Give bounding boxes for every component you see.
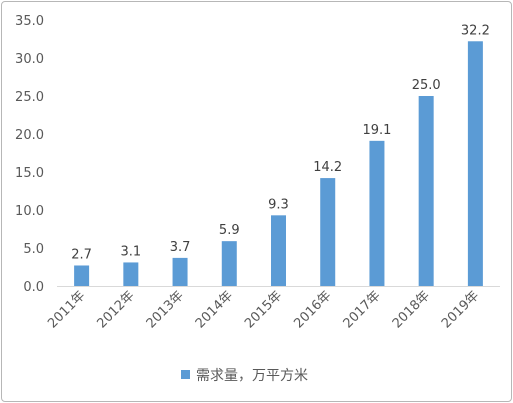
bar	[467, 41, 483, 286]
x-tick-label: 2011年	[45, 288, 88, 331]
y-tick-label: 15.0	[15, 166, 44, 181]
bar	[123, 262, 139, 286]
y-tick-label: 35.0	[15, 14, 44, 29]
bar	[172, 257, 188, 286]
legend-swatch	[181, 370, 190, 379]
y-tick-label: 5.0	[23, 242, 44, 257]
y-tick-label: 20.0	[15, 128, 44, 143]
x-axis-tick-labels: 2011年 2012年 2013年 2014年 2015年 2016年 2017年 2018年…	[45, 288, 482, 331]
legend: 需求量，万平方米	[181, 368, 308, 384]
bar	[271, 215, 286, 286]
bar	[74, 265, 90, 286]
x-tick-label: 2015年	[242, 288, 285, 331]
x-tick-label: 2012年	[94, 288, 137, 331]
x-tick-label: 2013年	[144, 288, 187, 331]
x-tick-label: 2017年	[341, 288, 384, 331]
data-label: 14.2	[313, 160, 342, 175]
data-label: 25.0	[412, 78, 441, 93]
y-tick-label: 25.0	[15, 90, 44, 105]
y-axis-tick-labels: 0.0 5.0 10.0 15.0 20.0 25.0 30.0 35.0	[15, 14, 44, 295]
data-label: 3.1	[120, 244, 141, 259]
y-tick-label: 10.0	[15, 204, 44, 219]
data-label: 5.9	[219, 223, 240, 238]
bar	[418, 96, 434, 286]
data-labels-group: 2.7 3.1 3.7 5.9 9.3 14.2 19.1 25.0 32.2	[71, 23, 490, 262]
bar	[320, 178, 336, 286]
data-label: 3.7	[170, 240, 191, 255]
data-label: 2.7	[71, 247, 92, 262]
y-tick-label: 30.0	[15, 52, 44, 67]
x-tick-label: 2014年	[193, 288, 236, 331]
x-tick-label: 2019年	[439, 288, 482, 331]
x-tick-label: 2018年	[390, 288, 433, 331]
bar	[369, 140, 385, 286]
y-tick-label: 0.0	[23, 280, 44, 295]
bar	[221, 241, 237, 286]
x-tick-label: 2016年	[291, 288, 334, 331]
data-label: 32.2	[461, 23, 490, 38]
data-label: 19.1	[362, 123, 391, 138]
bars-group	[74, 41, 483, 286]
data-label: 9.3	[268, 197, 289, 212]
legend-label: 需求量，万平方米	[196, 368, 308, 384]
